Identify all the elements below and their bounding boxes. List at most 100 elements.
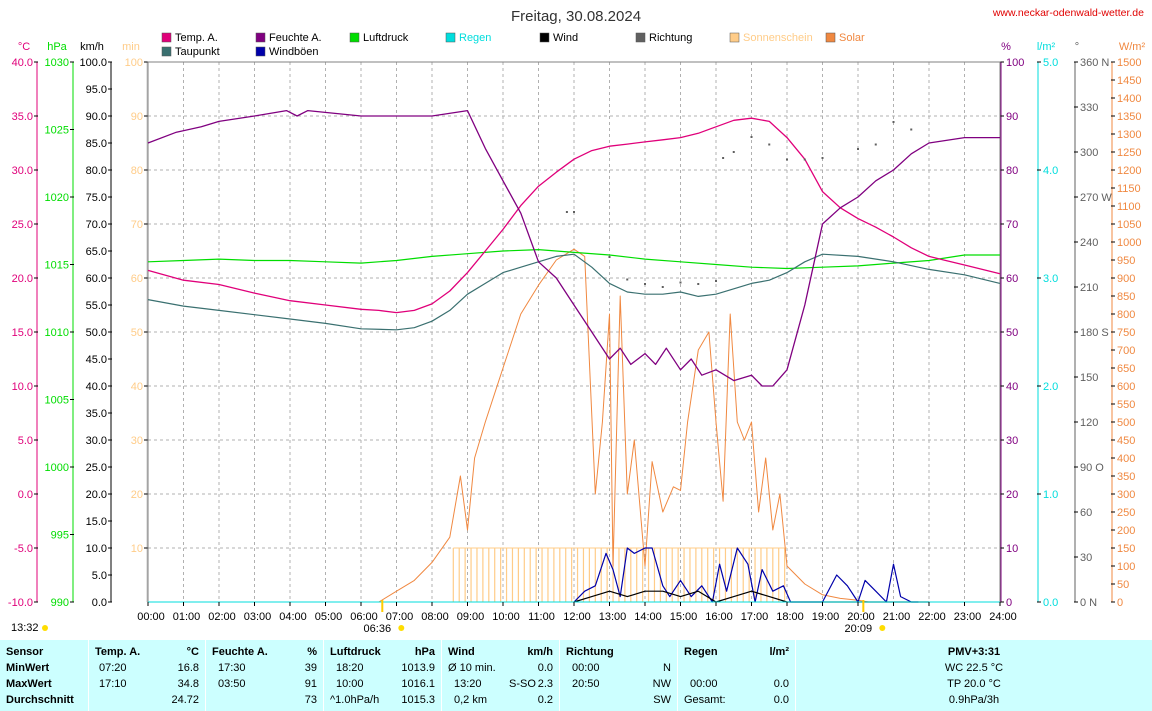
left-axis-label: 0.0 <box>18 489 33 501</box>
left-axis-label: 15.0 <box>12 327 33 339</box>
right-axis-label: 650 <box>1117 363 1135 375</box>
stats-col-rain: Regen l/m² 00:00 0.0 Gesamt: 0.0 <box>678 640 795 711</box>
stats-col-wind: Wind km/h Ø 10 min. 0.0 13:20 S-SO 2.3 0,2 k… <box>442 640 559 711</box>
right-axis-label: 300 <box>1117 489 1135 501</box>
left-axis-label: 990 <box>51 597 69 609</box>
x-axis-label: 18:00 <box>776 611 804 623</box>
left-axis-label: 70.0 <box>86 219 107 231</box>
right-axis-label: 450 <box>1117 435 1135 447</box>
right-axis-label: 3.0 <box>1043 273 1058 285</box>
stats-col-sensor: Sensor MinWert MaxWert Durchschnitt <box>0 640 88 711</box>
left-axis-label: 80.0 <box>86 165 107 177</box>
stats-hum-min: 39 <box>304 662 317 674</box>
left-axis-label: 70 <box>131 219 143 231</box>
right-axis-label: 550 <box>1117 399 1135 411</box>
legend-label: Wind <box>553 32 578 44</box>
legend-label: Taupunkt <box>175 46 220 58</box>
stats-dewpoint: TP 20.0 °C <box>947 678 1001 690</box>
right-axis-unit: l/m² <box>1037 41 1056 53</box>
left-axis-label: 95.0 <box>86 84 107 96</box>
right-axis-label: 180 S <box>1080 327 1109 339</box>
direction-point <box>661 286 664 288</box>
stats-wind-avg: 0.2 <box>537 694 553 706</box>
right-axis-label: 100 <box>1117 561 1135 573</box>
legend-swatch <box>161 32 172 43</box>
stats-press-max: 1016.1 <box>401 678 435 690</box>
direction-point <box>768 143 771 146</box>
right-axis-label: 30 <box>1006 435 1018 447</box>
right-axis-label: 250 <box>1117 507 1135 519</box>
right-axis-label: 5.0 <box>1043 57 1058 69</box>
right-axis-label: 150 <box>1080 372 1098 384</box>
x-axis-label: 13:00 <box>599 611 627 623</box>
x-axis-label: 12:00 <box>563 611 591 623</box>
x-axis-label: 14:00 <box>634 611 662 623</box>
site-link[interactable]: www.neckar-odenwald-wetter.de <box>992 7 1144 19</box>
stats-press-header: Luftdruck <box>330 646 381 658</box>
right-axis-unit: % <box>1001 41 1011 53</box>
left-axis-label: 1030 <box>45 57 69 69</box>
right-axis-label: 50 <box>1006 327 1018 339</box>
left-axis-label: 5.0 <box>18 435 33 447</box>
sun-marker-label: 20:09 <box>845 623 873 635</box>
left-axis-label: 35.0 <box>12 111 33 123</box>
left-axis-unit: min <box>122 41 140 53</box>
axes: °C 40.0 35.0 30.0 25.0 20.0 15.0 10.0 5.0 0.0 -5.0… <box>8 41 1146 609</box>
gust-line <box>573 547 919 603</box>
right-axis-label: 20 <box>1006 489 1018 501</box>
right-axis-label: 270 W <box>1080 192 1112 204</box>
stats-press-avg: 1015.3 <box>401 694 435 706</box>
stats-pmv: PMV+3:31 <box>947 646 1001 658</box>
right-axis-label: 1.0 <box>1043 489 1058 501</box>
left-axis-label: 15.0 <box>86 516 107 528</box>
stats-temp-min: 16.8 <box>177 662 199 674</box>
right-axis-label: 700 <box>1117 345 1135 357</box>
pressure-line <box>147 249 1000 270</box>
legend-label: Windböen <box>269 46 319 58</box>
stats-rain-max: 0.0 <box>773 678 789 690</box>
direction-point <box>821 157 824 159</box>
stats-temp-avg: 24.72 <box>171 694 199 706</box>
stats-col-temp: Temp. A. °C 07:20 16.8 17:10 34.8 24.72 <box>89 640 205 711</box>
left-axis-label: 100 <box>125 57 143 69</box>
legend-swatch <box>445 32 456 43</box>
left-axis-label: 1015 <box>45 260 69 272</box>
x-axis-label: 22:00 <box>918 611 946 623</box>
sun-icon <box>879 625 886 631</box>
left-axis-label: -10.0 <box>8 597 33 609</box>
stats-row-min: MinWert <box>6 662 50 674</box>
left-axis-label: 40 <box>131 381 143 393</box>
right-axis-label: 0 N <box>1080 597 1097 609</box>
stats-press-min: 1013.9 <box>401 662 435 674</box>
legend-swatch <box>349 32 360 43</box>
left-axis-label: 40.0 <box>12 57 33 69</box>
stats-hum-header: Feuchte A. <box>212 646 268 658</box>
left-axis-label: 60 <box>131 273 143 285</box>
direction-point <box>732 151 735 153</box>
sun-marker-label: 06:36 <box>364 623 392 635</box>
stats-temp-header: Temp. A. <box>95 646 141 658</box>
stats-rain-max-time: 00:00 <box>690 678 718 690</box>
right-axis-label: 300 <box>1080 147 1098 159</box>
right-axis-label: 40 <box>1006 381 1018 393</box>
legend-label: Solar <box>839 32 865 44</box>
x-axis-label: 16:00 <box>705 611 733 623</box>
left-axis-label: 10.0 <box>12 381 33 393</box>
x-axis-label: 07:00 <box>386 611 414 623</box>
left-axis-label: 20 <box>131 489 143 501</box>
left-axis-unit: °C <box>18 41 30 53</box>
left-axis-label: 1005 <box>45 395 69 407</box>
legend-swatch <box>635 32 646 43</box>
x-axis-label: 01:00 <box>173 611 201 623</box>
right-axis-label: 50 <box>1117 579 1129 591</box>
stats-col-direction: Richtung 00:00 N 20:50 NW SW <box>560 640 677 711</box>
left-axis-label: 45.0 <box>86 354 107 366</box>
stats-windchill: WC 22.5 °C <box>944 662 1004 674</box>
stats-col-pressure: Luftdruck hPa 18:20 1013.9 10:00 1016.1 ^1.… <box>324 640 441 711</box>
left-axis-label: 85.0 <box>86 138 107 150</box>
stats-hum-avg: 73 <box>304 694 317 706</box>
direction-point <box>573 211 575 213</box>
legend-swatch <box>161 46 172 57</box>
sun-icon <box>398 625 405 631</box>
right-axis-label: 350 <box>1117 471 1135 483</box>
